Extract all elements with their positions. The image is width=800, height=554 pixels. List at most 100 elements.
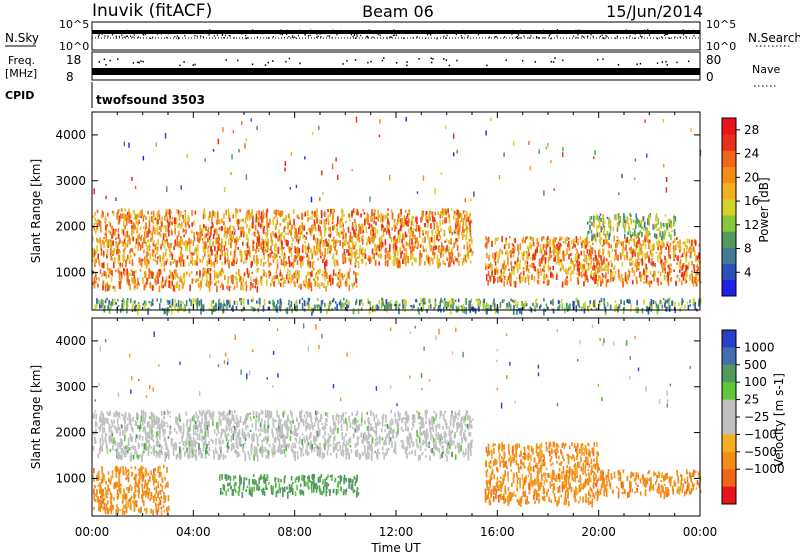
echo-cell: [211, 222, 214, 229]
echo-cell: [95, 280, 97, 284]
echo-cell: [356, 273, 358, 276]
echo-cell: [587, 265, 590, 271]
echo-cell: [151, 271, 153, 279]
echo-cell: [354, 241, 357, 246]
echo-cell: [128, 279, 130, 286]
echo-cell: [433, 307, 435, 311]
echo-cell: [106, 263, 109, 270]
echo-cell: [204, 246, 206, 254]
echo-cell: [529, 241, 531, 247]
echo-cell: [234, 215, 237, 219]
station-title: Inuvik (fitACF): [92, 1, 212, 21]
echo-cell: [198, 451, 200, 456]
echo-cell: [555, 274, 558, 280]
echo-cell: [103, 262, 105, 269]
echo-cell: [439, 229, 442, 233]
echo-cell: [307, 243, 310, 247]
echo-cell: [700, 281, 702, 284]
echo-cell: [260, 258, 262, 263]
echo-cell: [306, 212, 309, 216]
echo-cell: [119, 281, 121, 285]
echo-cell: [183, 219, 186, 224]
echo-cell: [467, 247, 470, 252]
echo-cell: [282, 247, 285, 250]
echo-cell: [434, 303, 437, 307]
echo-cell: [138, 233, 140, 240]
echo-cell: [351, 169, 353, 172]
echo-cell: [605, 234, 608, 239]
echo-cell: [568, 267, 570, 271]
echo-cell: [151, 231, 154, 234]
echo-cell: [296, 214, 299, 218]
echo-cell: [216, 271, 218, 277]
echo-cell: [323, 218, 325, 223]
nsky-point: [107, 35, 109, 37]
echo-cell: [344, 256, 347, 264]
echo-cell: [622, 281, 624, 288]
echo-cell: [448, 218, 451, 224]
echo-cell: [401, 250, 403, 255]
echo-cell: [168, 280, 170, 283]
echo-cell: [497, 257, 499, 264]
echo-cell: [341, 301, 344, 309]
echo-cell: [382, 231, 385, 237]
echo-cell: [657, 304, 660, 312]
nsky-point: [133, 34, 135, 36]
echo-cell: [156, 212, 159, 218]
echo-cell: [283, 277, 285, 285]
echo-cell: [124, 225, 126, 230]
echo-cell: [387, 220, 389, 228]
echo-cell: [309, 227, 312, 233]
echo-cell: [252, 215, 254, 222]
echo-cell: [563, 269, 566, 272]
echo-cell: [633, 238, 635, 243]
echo-cell: [216, 219, 218, 225]
echo-cell: [253, 254, 255, 262]
echo-cell: [570, 270, 573, 275]
nsky-point: [656, 37, 659, 40]
echo-cell: [430, 211, 432, 215]
echo-cell: [257, 231, 260, 239]
echo-cell: [159, 254, 161, 258]
echo-cell: [385, 299, 388, 306]
echo-cell: [642, 216, 645, 221]
echo-cell: [193, 251, 195, 256]
echo-cell: [649, 280, 651, 288]
echo-cell: [632, 219, 635, 223]
echo-cell: [462, 221, 465, 226]
echo-cell: [252, 297, 254, 302]
echo-cell: [334, 240, 337, 244]
echo-cell: [198, 420, 201, 425]
echo-cell: [316, 271, 318, 275]
echo-cell: [142, 226, 145, 230]
echo-cell: [210, 228, 212, 236]
echo-cell: [694, 302, 697, 305]
echo-cell: [336, 303, 338, 311]
echo-cell: [330, 281, 332, 286]
echo-cell: [219, 285, 222, 288]
echo-cell: [335, 157, 337, 162]
echo-cell: [692, 298, 695, 304]
echo-cell: [232, 130, 234, 134]
echo-cell: [155, 275, 158, 279]
echo-cell: [296, 450, 299, 455]
echo-cell: [301, 222, 304, 230]
echo-cell: [380, 301, 383, 309]
echo-cell: [182, 282, 185, 286]
echo-cell: [211, 281, 213, 285]
echo-cell: [643, 281, 645, 284]
echo-cell: [545, 251, 548, 256]
freq-point: [299, 62, 301, 65]
freq-point: [676, 61, 678, 64]
echo-cell: [375, 216, 377, 220]
echo-cell: [274, 223, 277, 228]
echo-cell: [634, 251, 636, 257]
echo-cell: [662, 118, 664, 123]
echo-cell: [593, 265, 596, 271]
echo-cell: [564, 237, 567, 245]
echo-cell: [636, 300, 638, 306]
echo-cell: [362, 302, 364, 307]
echo-cell: [332, 208, 334, 213]
echo-cell: [145, 263, 148, 269]
echo-cell: [285, 274, 288, 280]
